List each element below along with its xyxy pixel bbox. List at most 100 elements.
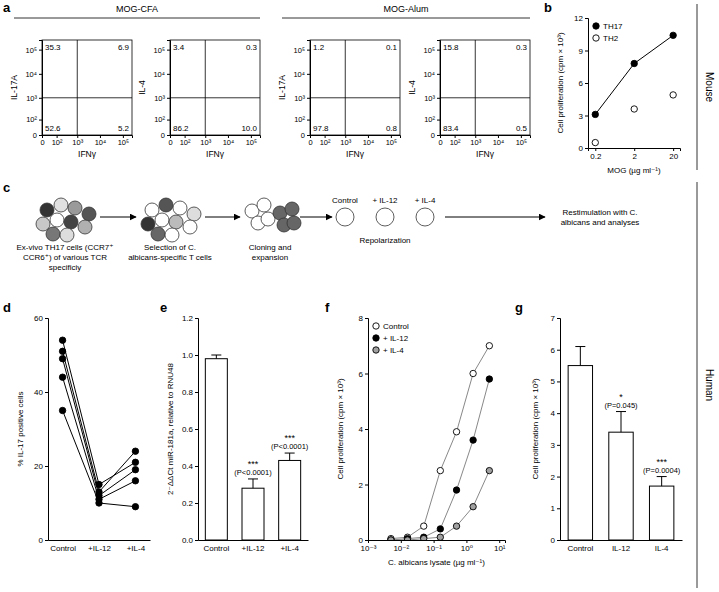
tick-label: 7 [551,314,556,323]
cell [46,227,60,241]
tick-label: 2 [551,473,556,482]
tick-mark [39,135,42,136]
panel-letter: c [3,180,10,195]
axis: ControlIL-12IL-4 [561,541,683,553]
tick-label: 10⁴ [223,138,235,147]
tick: 0.2 [590,148,602,161]
tick-label: 10⁵ [246,138,257,147]
tick: 1.2 [182,314,198,323]
point [437,467,443,473]
tick-mark [195,429,198,430]
cell [187,207,201,221]
plot-frame [310,40,400,135]
axis: 010²10³10⁴10⁵ [25,41,42,140]
tick-mark [466,540,467,543]
tick-label: 10³ [424,94,435,103]
series-line [595,35,673,114]
tick: 10³ [340,135,351,147]
tick-label: +IL-4 [127,544,146,553]
tick-label: 20 [669,152,678,161]
axis-line [561,540,683,541]
tick-mark [437,120,440,121]
error-cap [211,355,221,356]
arrow [205,217,240,218]
quadrant-label: 35.3 [45,43,61,52]
tick-mark [557,381,560,382]
tick-label: 0.0 [182,536,194,545]
p-value: (P=0.045) [604,401,638,410]
significance: *** [656,457,667,467]
tick: 10⁴ [95,135,107,147]
tick-mark [437,50,440,51]
cell [416,208,434,226]
point [437,526,443,532]
quadrant-label: 6.9 [118,43,130,52]
tick: 1.0 [182,351,198,360]
tick-mark [557,350,560,351]
cell [78,220,92,234]
legend-label: TH2 [603,34,619,43]
tick: 0.4 [182,462,198,471]
tick-label: 6 [551,346,556,355]
panel-letter: g [515,300,523,315]
series-line [391,379,489,540]
quadrant-label: 83.4 [443,124,459,133]
tick-label: 10⁵ [26,46,37,55]
plot-area [170,40,260,135]
tick: 10³ [154,94,170,103]
tick-mark [585,116,588,117]
tick: 40 [34,388,48,397]
tick-mark [307,50,310,51]
panel-a: aMOG-CFA010²10³10⁴10⁵010²10³10⁴10⁵35.36.… [3,0,531,159]
legend-marker [373,335,379,341]
tick-label: 10⁴ [153,70,165,79]
point [388,537,394,540]
tick: 10³ [200,135,211,147]
legend: Control+ IL-12+ IL-4 [373,322,409,355]
axis: Control+IL-12+IL-4 [199,541,309,553]
plot-area [568,347,674,540]
panel-letter: b [544,0,552,15]
tick: 10² [320,135,331,147]
tick-label: 10³ [200,138,211,147]
axis: 02468 [359,314,369,545]
y-axis-title: IL-17A [9,75,19,100]
cell [165,228,179,242]
tick-label: IL-4 [655,544,669,553]
cell [50,213,64,227]
tick-mark [195,318,198,319]
point [421,523,427,529]
tick-label: 0 [579,144,584,153]
point [132,478,138,484]
tick-label: 10⁵ [294,46,305,55]
plot-area [592,32,676,146]
tick-label: 1.2 [182,314,194,323]
tick: 2 [359,481,368,490]
tick-label: 10³ [294,94,305,103]
tick-mark [585,18,588,19]
tick: 6 [359,370,368,379]
error-bar [248,479,258,488]
panel-g: g01234567ControlIL-12IL-4(P=0.045)*(P=0.… [515,300,683,553]
cell [151,227,165,241]
cell-cluster [141,198,201,242]
tick: 0 [308,135,312,147]
point [132,459,138,465]
tick-label: 1.0 [182,351,194,360]
quadrant-label: 52.6 [45,124,61,133]
group-title: MOG-Alum [384,4,429,14]
tick-label: 0.8 [182,388,194,397]
bar [649,486,673,540]
x-axis-title: IFNγ [476,149,495,159]
point [59,337,65,343]
tick-mark [39,50,42,51]
point [132,504,138,510]
y-axis-title: % IL-17 positive cells [16,391,25,466]
tick-mark [45,318,48,319]
tick-label: 10¹ [494,544,506,553]
tick-label: 10⁴ [95,138,107,147]
legend-label: TH17 [603,22,623,31]
legend-label: + IL-12 [383,334,409,343]
tick-label: 0.2 [590,152,602,161]
tick-label: 10² [424,115,435,124]
